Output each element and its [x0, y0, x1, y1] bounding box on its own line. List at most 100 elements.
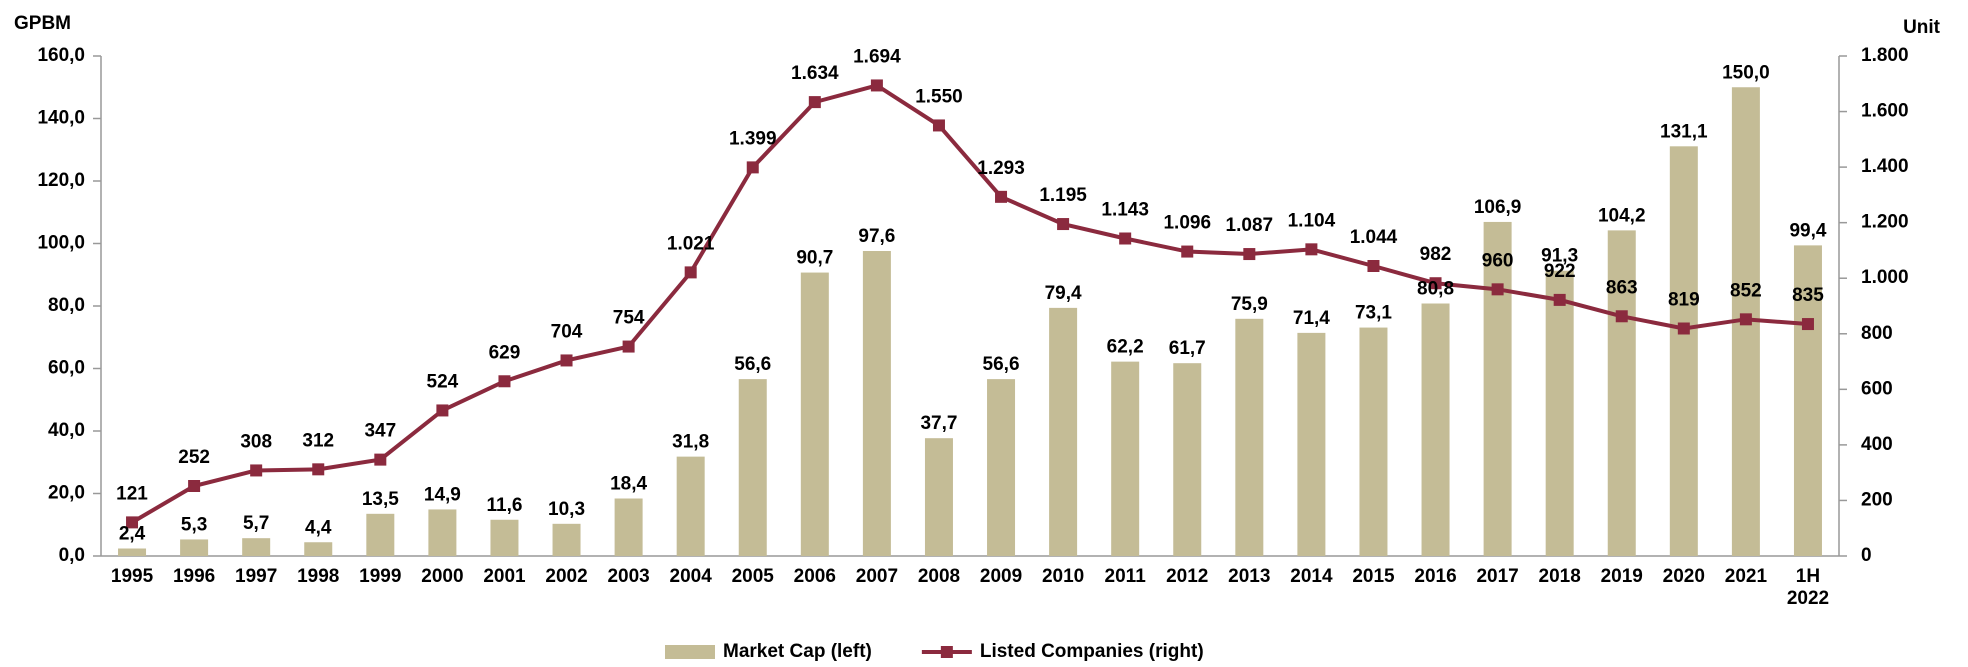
line-marker: [312, 463, 325, 476]
bar: [1235, 318, 1264, 556]
x-tick-label: 2019: [1600, 566, 1643, 587]
y-tick-label: 80,0: [48, 295, 85, 316]
line-marker: [1057, 218, 1070, 231]
data-label: 1.634: [791, 63, 839, 84]
data-label: 1.087: [1226, 215, 1274, 236]
data-label: 13,5: [362, 489, 399, 510]
line-marker: [1491, 283, 1504, 296]
data-label: 62,2: [1107, 337, 1144, 358]
line-marker: [1739, 313, 1752, 326]
x-tick-label: 2001: [483, 566, 526, 587]
data-label: 1.044: [1350, 227, 1398, 248]
data-label: 1.399: [729, 128, 777, 149]
data-label: 80,8: [1417, 279, 1454, 300]
data-label: 5,7: [243, 513, 269, 534]
bar: [1545, 270, 1574, 556]
line-marker: [1553, 293, 1566, 306]
line-marker: [374, 453, 387, 466]
data-label: 704: [551, 321, 583, 342]
bar: [1793, 245, 1822, 556]
bar: [1421, 303, 1450, 556]
data-label: 121: [116, 483, 148, 504]
bar: [242, 538, 271, 556]
data-label: 150,0: [1722, 62, 1770, 83]
x-tick-label: 2002: [545, 566, 588, 587]
data-label: 982: [1420, 244, 1452, 265]
legend-label: Market Cap (left): [723, 641, 872, 662]
x-tick-label: 2007: [855, 566, 899, 587]
data-label: 1.096: [1163, 213, 1211, 234]
bar: [552, 523, 581, 556]
line-marker: [746, 161, 759, 174]
x-tick-label: 2009: [979, 566, 1023, 587]
y-tick-label: 120,0: [37, 170, 85, 191]
x-tick-label: 1997: [235, 566, 278, 587]
x-tick-label: 1995: [110, 566, 154, 587]
x-tick-label: 2016: [1414, 566, 1457, 587]
data-label: 1.143: [1101, 200, 1149, 221]
data-label: 61,7: [1169, 338, 1206, 359]
x-tick-label: 2000: [421, 566, 464, 587]
x-tick-label: 2003: [607, 566, 650, 587]
y2-tick-label: 1.400: [1861, 156, 1909, 177]
x-tick-label: 2011: [1104, 566, 1146, 587]
bar: [1607, 230, 1636, 556]
line-marker: [188, 480, 201, 492]
bar: [1359, 327, 1388, 556]
y2-tick-label: 1.800: [1861, 45, 1909, 66]
y-tick-label: 100,0: [37, 233, 85, 254]
data-label: 347: [364, 421, 396, 442]
line-marker: [622, 340, 635, 353]
line-marker: [1119, 232, 1132, 245]
data-label: 79,4: [1045, 283, 1082, 304]
x-tick-label: 2020: [1662, 566, 1705, 587]
data-label: 99,4: [1789, 220, 1826, 241]
y2-tick-label: 200: [1861, 489, 1893, 510]
line-marker: [870, 79, 883, 92]
x-tick-label: 2015: [1352, 566, 1395, 587]
data-label: 31,8: [672, 432, 709, 453]
bar: [428, 509, 457, 556]
y-tick-label: 0,0: [59, 545, 85, 566]
data-label: 960: [1482, 250, 1514, 271]
y2-axis-title: Unit: [1903, 17, 1941, 38]
x-tick-label: 1998: [297, 566, 340, 587]
y2-tick-label: 1.000: [1861, 267, 1909, 288]
bar: [987, 379, 1016, 556]
data-label: 835: [1792, 285, 1824, 306]
data-label: 819: [1668, 290, 1700, 311]
data-label: 2,4: [119, 524, 146, 545]
x-tick-label: 1996: [172, 566, 216, 587]
line: [131, 83, 1809, 525]
line-marker: [1181, 245, 1194, 258]
data-label: 4,4: [305, 517, 332, 538]
y2-tick-label: 400: [1861, 434, 1893, 455]
line-marker: [808, 96, 821, 109]
x-tick-label: 2017: [1476, 566, 1519, 587]
bar: [1297, 332, 1326, 556]
y-tick-label: 140,0: [37, 108, 85, 129]
bar: [800, 272, 829, 556]
data-label: 1.293: [977, 158, 1025, 179]
data-label: 863: [1606, 277, 1638, 298]
x-tick-label: 2004: [669, 566, 712, 587]
data-label: 1.104: [1288, 210, 1336, 231]
data-label: 75,9: [1231, 294, 1268, 315]
data-label: 56,6: [734, 354, 771, 375]
data-label: 1.195: [1039, 185, 1087, 206]
bar: [366, 513, 395, 556]
bar: [118, 548, 147, 556]
x-tick-label: 2013: [1228, 566, 1271, 587]
bar: [738, 379, 767, 556]
bar: [490, 519, 519, 556]
data-label: 629: [489, 342, 521, 363]
bar: [676, 456, 705, 556]
line-marker: [1305, 243, 1318, 256]
bar: [862, 251, 891, 556]
y2-tick-label: 600: [1861, 378, 1893, 399]
x-tick-label: 2005: [731, 566, 774, 587]
bar: [1049, 307, 1078, 556]
data-label: 90,7: [796, 248, 833, 269]
